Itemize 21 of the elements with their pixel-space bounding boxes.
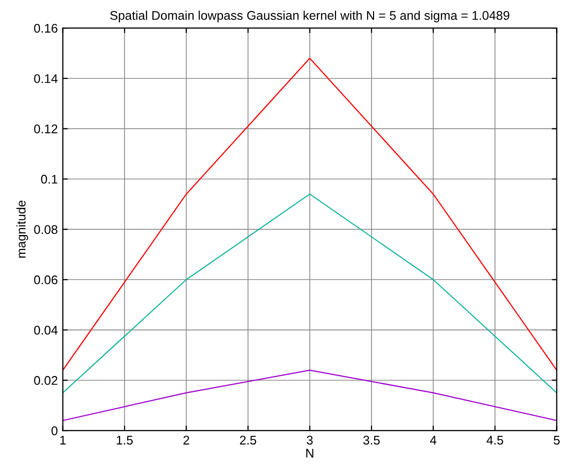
x-tick-label: 1	[60, 436, 66, 444]
y-tick-label: 0.06	[34, 275, 58, 284]
y-tick-label: 0.04	[34, 326, 58, 335]
x-tick-label: 4.5	[486, 436, 504, 445]
x-tick-label: 2.5	[240, 436, 256, 445]
x-tick-label: 3	[306, 436, 313, 445]
y-tick-label: 0.14	[34, 74, 58, 84]
y-tick-label: 0.1	[41, 174, 58, 184]
x-tick-label: 1.5	[116, 436, 133, 445]
y-tick-label: 0.12	[34, 124, 58, 134]
x-tick-label: 2	[183, 436, 190, 444]
y-tick-label: 0.08	[34, 225, 58, 234]
y-tick-label: 0.02	[34, 376, 58, 385]
y-tick-label: 0.16	[34, 24, 58, 33]
x-tick-label: 3.5	[363, 436, 380, 445]
chart-title: Spatial Domain lowpass Gaussian kernel with N = 5 and sigma = 1.0489	[110, 10, 510, 22]
x-tick-label: 5	[554, 436, 560, 445]
y-tick-label: 0	[51, 426, 58, 436]
x-axis-title: N	[306, 448, 314, 458]
x-tick-label: 4	[430, 436, 436, 444]
y-axis-title: magnitude	[16, 200, 28, 258]
